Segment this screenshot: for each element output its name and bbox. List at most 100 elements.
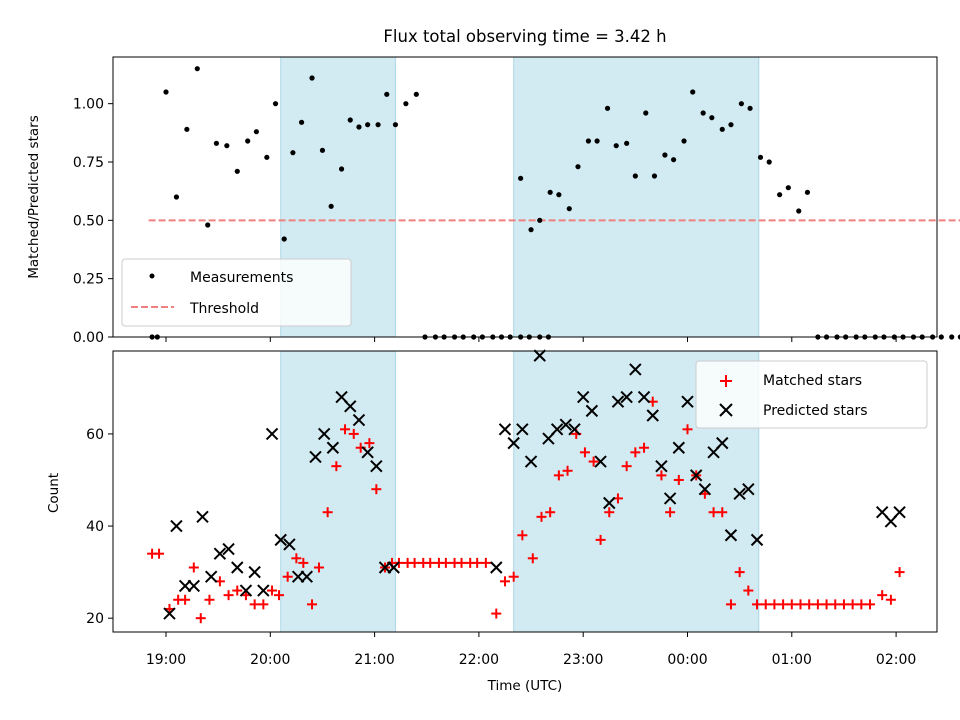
y-tick-label: 0.00 [73,330,104,346]
predicted-marker-b [742,482,755,496]
bottom-panel: 20 40 60 19:00 20:00 21:00 22:00 23:00 00:00 01:… [46,349,938,694]
predicted-marker-b [750,533,764,547]
predicted-star-point [274,533,287,547]
matched-star-point [545,507,556,518]
predicted-marker-b [507,436,520,450]
measurement-point [245,138,251,144]
predicted-star-point [893,506,906,519]
measurement-point [184,126,190,132]
bottom-y-axis-label: Count [46,473,62,513]
y-tick-label: 1.00 [73,97,104,113]
matched-star-point [291,553,302,564]
matched-star-point [364,438,375,449]
measurement-point [290,150,296,156]
matched-star-point [795,599,806,610]
predicted-marker-b [196,510,209,524]
matched-star-point [204,594,215,605]
measurement-point [328,203,334,209]
measurement-point [594,138,600,144]
predicted-marker-b [257,584,270,597]
predicted-marker-b [163,607,176,620]
measurement-point [205,222,211,228]
measurement-point [613,143,619,149]
predicted-star-point [585,404,599,418]
observing-band [513,56,760,338]
predicted-marker-b [603,496,616,510]
predicted-star-point [265,427,279,441]
measurement-point [643,110,649,116]
measurement-point [766,159,772,165]
measurement-point [365,122,371,128]
matched-star-point [456,557,467,568]
measurement-point [253,129,259,135]
matched-star-point [553,470,564,481]
measurement-point [670,157,677,163]
measurement-point [347,117,353,123]
predicted-star-point [550,423,564,436]
measurement-point [747,105,753,111]
top-panel: 0.00 0.25 0.50 0.75 1.00 Flux total observin… [26,27,960,346]
matched-star-point [536,511,547,522]
predicted-star-point [326,441,340,454]
measurement-point [949,334,955,340]
predicted-marker-b [204,570,218,583]
predicted-star-point [490,561,503,574]
bottom-legend-box [695,360,928,429]
measurement-point [403,101,409,107]
predicted-star-point [498,423,512,436]
predicted-star-point [611,395,625,408]
predicted-marker-b [498,423,512,436]
predicted-star-point [733,487,746,501]
matched-star-point [734,567,745,578]
measurement-point [804,189,811,195]
predicted-marker-b [239,584,253,597]
measurement-point [938,334,944,340]
measurement-point [319,147,326,153]
predicted-marker-b [213,547,227,560]
measurement-point [624,140,630,146]
predicted-star-point [672,441,686,454]
predicted-star-point [170,519,183,533]
predicted-star-point [637,390,651,404]
matched-star-point [440,557,451,568]
predicted-star-point [568,423,581,436]
predicted-star-point [681,395,694,408]
matched-star-point [778,599,789,610]
measurement-point [777,192,783,198]
predicted-star-point [387,561,400,574]
predicted-marker-b [716,436,729,450]
legend-matched-label: Matched stars [763,373,862,389]
measurement-point [213,140,220,146]
bottom-legend: Matched stars Predicted stars [695,360,928,429]
measurement-point [309,75,315,81]
predicted-star-point [309,450,322,464]
predicted-star-point [222,542,235,556]
matched-star-point [665,507,676,518]
predicted-marker-b [222,542,235,556]
predicted-marker-b [646,409,659,422]
matched-star-point [282,571,293,582]
matched-star-point [371,484,382,495]
matched-star-point [786,599,797,610]
x-tick-label: 01:00 [772,652,812,668]
top-x-ticks [165,337,897,342]
predicted-marker-b [637,390,651,404]
predicted-marker-b [629,363,642,376]
predicted-marker-b [187,579,201,593]
matched-star-point [249,599,260,610]
predicted-star-point [204,570,218,583]
matched-star-point [331,461,342,472]
measurement-point [163,89,169,95]
bottom-observing-bands [280,350,760,633]
predicted-marker-b [550,423,564,436]
predicted-marker-b [733,487,746,501]
x-tick-label: 19:00 [146,652,186,668]
measurement-point [298,119,305,125]
predicted-marker-b [352,413,366,427]
measurement-point [264,154,270,160]
matched-star-point [812,599,823,610]
matched-star-point [340,424,351,435]
measurement-point [785,185,791,191]
predicted-star-point [507,436,520,450]
matched-star-point [588,456,599,467]
